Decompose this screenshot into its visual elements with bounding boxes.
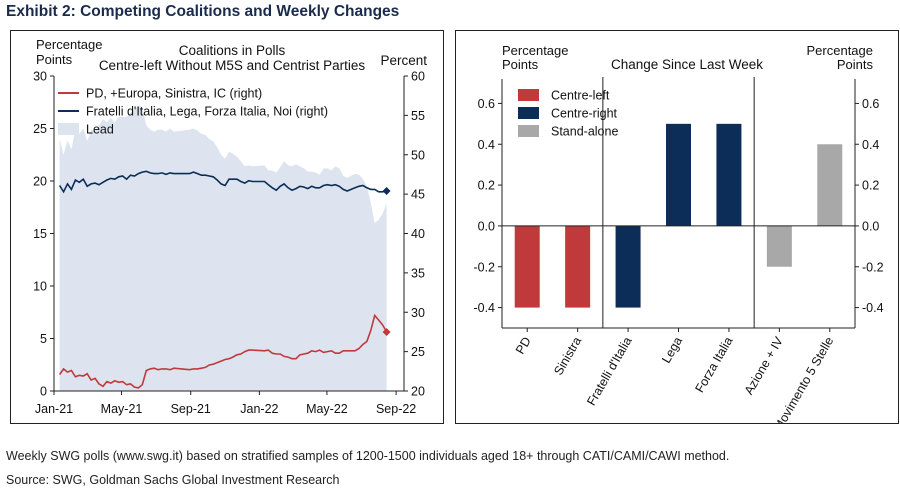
right-y-tick-label: 60 (411, 70, 425, 84)
right-y-tick-label: 0.0 (862, 219, 879, 233)
axes-group (50, 75, 408, 395)
left-y-tick-label: 10 (33, 280, 47, 294)
bar-pd (514, 225, 540, 308)
left-y-tick-label: -0.4 (473, 301, 495, 315)
right-y-tick-label: 0.6 (862, 97, 879, 111)
left-y-tick-label: 0.6 (478, 97, 495, 111)
coalitions-chart-panel: 0 5 10 15 20 25 30 20 25 30 35 40 45 50 55 60 Jan-21 May-… (10, 30, 444, 424)
weekly-change-chart-panel: PD Sinistra Fratelli d'Italia Lega Forza Ita… (455, 30, 899, 434)
bar-movimento-5-stelle (817, 144, 843, 226)
coalitions-line-chart: 0 5 10 15 20 25 30 20 25 30 35 40 45 50 55 60 Jan-21 May-… (33, 37, 427, 417)
legend-centre-right-swatch (518, 107, 539, 119)
legend-centre-right-label: Centre-right (551, 107, 618, 121)
x-tick-label-lega: Lega (659, 334, 685, 365)
left-axis-title-line-2: Points (502, 57, 539, 72)
axes-group (498, 77, 859, 332)
right-y-tick-label: -0.2 (862, 260, 884, 274)
right-y-tick-label: 0.2 (862, 179, 879, 193)
left-axis-title-line-1: Percentage (502, 43, 569, 58)
x-tick-label: Jan-21 (35, 402, 73, 416)
lead-area-group (59, 105, 387, 392)
chart-subtitle: Centre-left Without M5S and Centrist Par… (99, 58, 366, 73)
right-y-tick-label: 0.4 (862, 138, 879, 152)
bar-azione-iv (766, 225, 792, 267)
x-tick-label: Jan-22 (240, 402, 278, 416)
left-axis-title-line-1: Percentage (36, 37, 103, 52)
legend: PD, +Europa, Sinistra, IC (right) Fratell… (58, 87, 328, 137)
bar-forza-italia (716, 123, 742, 226)
x-tick-label-fratelli-d-italia: Fratelli d'Italia (584, 334, 635, 407)
chart-title: Coalitions in Polls (179, 43, 286, 58)
left-y-tick-label: 30 (33, 70, 47, 84)
legend-centre-left-label: Centre-left (551, 89, 610, 103)
right-axis-title-line-1: Percentage (807, 43, 874, 58)
left-y-tick-label: 0.0 (478, 219, 495, 233)
chart-title: Change Since Last Week (611, 57, 763, 72)
x-tick-label: Sep-22 (376, 402, 416, 416)
line-series-group (58, 170, 391, 389)
legend-stand-alone-label: Stand-alone (551, 125, 618, 139)
legend: Centre-left Centre-right Stand-alone (518, 89, 618, 139)
left-y-tick-label: 0.2 (478, 179, 495, 193)
right-y-tick-label: 30 (411, 306, 425, 320)
x-tick-label-forza-italia: Forza Italia (692, 334, 735, 395)
left-y-tick-label: 15 (33, 227, 47, 241)
legend-lead-swatch (58, 123, 79, 135)
x-tick-label-pd: PD (513, 335, 534, 357)
x-tick-label-sinistra: Sinistra (551, 334, 584, 377)
right-y-tick-label: 45 (411, 188, 425, 202)
left-y-tick-label: 0 (40, 385, 47, 399)
right-y-tick-label: 35 (411, 266, 425, 280)
bar-fratelli-d-italia (615, 225, 641, 308)
centre-left-coalition-last-marker (382, 327, 391, 336)
right-y-tick-label: 55 (411, 109, 425, 123)
bar-lega (666, 123, 691, 226)
bars-group (514, 123, 843, 308)
left-axis-title-line-2: Points (36, 52, 73, 67)
legend-centre-right-coalition-label: Fratelli d'Italia, Lega, Forza Italia, N… (86, 105, 328, 119)
left-y-tick-label: -0.2 (473, 260, 495, 274)
weekly-change-bar-chart: PD Sinistra Fratelli d'Italia Lega Forza Ita… (473, 43, 884, 434)
centre-left-coalition-line (58, 313, 388, 389)
bar-sinistra (565, 225, 591, 308)
left-y-tick-label: 0.4 (478, 138, 495, 152)
right-y-tick-label: 40 (411, 227, 425, 241)
right-y-tick-label: 50 (411, 148, 425, 162)
centre-right-coalition-last-marker (382, 186, 391, 195)
left-y-tick-label: 5 (40, 332, 47, 346)
legend-centre-left-coalition-label: PD, +Europa, Sinistra, IC (right) (86, 87, 262, 101)
tick-labels-group: 0 5 10 15 20 25 30 20 25 30 35 40 45 50 55 60 Jan-21 May-… (33, 70, 425, 417)
legend-stand-alone-swatch (518, 125, 539, 137)
centre-right-coalition-line (58, 170, 387, 194)
right-axis-title-line-2: Points (837, 57, 874, 72)
x-tick-label: May-21 (101, 402, 143, 416)
exhibit-title: Exhibit 2: Competing Coalitions and Week… (6, 3, 400, 20)
lead-area (59, 105, 387, 392)
right-axis-title: Percent (380, 53, 427, 68)
source-note: Source: SWG, Goldman Sachs Global Invest… (6, 473, 340, 487)
legend-lead-label: Lead (86, 123, 114, 137)
x-tick-label-azione-iv: Azione + IV (742, 334, 787, 397)
right-y-tick-label: 20 (411, 385, 425, 399)
methodology-note: Weekly SWG polls (www.swg.it) based on s… (6, 449, 730, 463)
right-y-tick-label: -0.4 (862, 301, 884, 315)
x-tick-label: Sep-21 (171, 402, 211, 416)
right-y-tick-label: 25 (411, 345, 425, 359)
x-tick-label: May-22 (306, 402, 348, 416)
left-y-tick-label: 25 (33, 122, 47, 136)
legend-centre-left-swatch (518, 89, 539, 101)
left-y-tick-label: 20 (33, 175, 47, 189)
